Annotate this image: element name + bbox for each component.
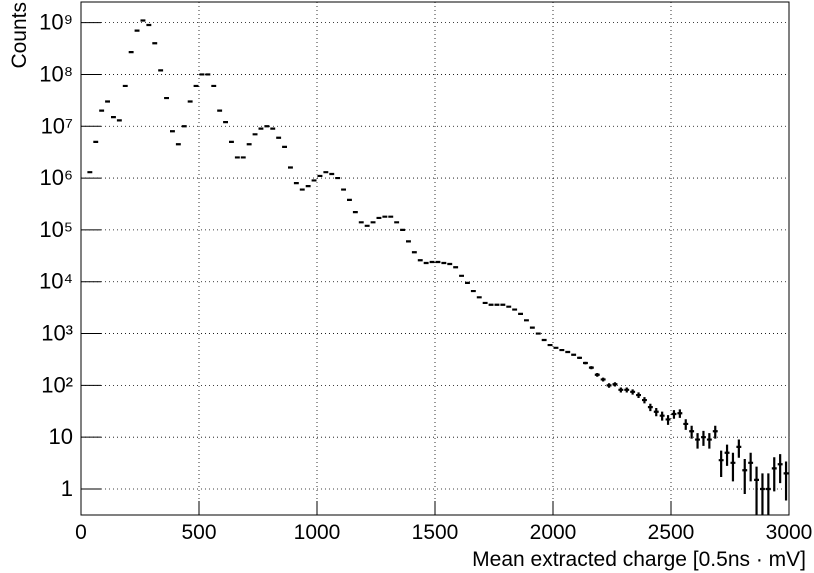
- histogram-bin: [706, 433, 712, 449]
- histogram-bin: [671, 410, 677, 419]
- histogram-bin: [500, 303, 506, 306]
- histogram-bin: [577, 356, 582, 360]
- histogram-bin: [636, 392, 641, 399]
- x-tick-label: 2000: [530, 521, 577, 544]
- y-tick-label: 10³: [41, 321, 73, 346]
- histogram-bin: [541, 338, 547, 342]
- histogram-bin: [553, 346, 559, 349]
- y-tick-label: 10⁵: [39, 217, 73, 242]
- histogram-bin: [535, 332, 541, 335]
- histogram-bin: [730, 452, 736, 482]
- histogram-bin: [559, 348, 565, 352]
- y-tick-label: 10⁴: [39, 269, 73, 294]
- histogram-bin: [600, 377, 606, 382]
- x-tick-label: 1500: [412, 521, 459, 544]
- y-tick-label: 10⁷: [41, 113, 73, 138]
- histogram-bin: [777, 454, 783, 484]
- histogram-bin: [588, 366, 594, 370]
- histogram-bin: [488, 303, 494, 306]
- histogram-bin: [677, 409, 683, 418]
- histogram-bin: [783, 461, 789, 501]
- histogram-bin: [565, 350, 571, 354]
- histogram-bin: [624, 387, 630, 393]
- histogram-bin: [606, 383, 612, 388]
- histogram-bin: [647, 403, 653, 412]
- y-axis-label: Counts: [8, 2, 31, 69]
- histogram-bin: [765, 473, 771, 515]
- histogram-bin: [512, 308, 518, 311]
- histogram-bin: [760, 473, 765, 515]
- histogram-bin: [470, 289, 476, 293]
- histogram-bin: [695, 433, 700, 449]
- histogram-bin: [754, 466, 759, 515]
- histogram-bin: [701, 430, 706, 446]
- histogram-bin: [653, 407, 659, 417]
- y-tick-label: 10: [49, 424, 73, 449]
- histogram-bin: [594, 373, 600, 377]
- y-tick-label: 1: [61, 476, 73, 501]
- histogram-bin: [571, 353, 577, 356]
- histogram-bin: [683, 419, 689, 430]
- histogram-bin: [659, 411, 665, 421]
- histogram-bin: [718, 450, 724, 478]
- histogram-bin: [506, 305, 512, 308]
- x-axis-label: Mean extracted charge [0.5ns · mV]: [472, 548, 806, 571]
- histogram-bin: [529, 326, 535, 329]
- histogram-bin: [724, 444, 730, 466]
- histogram-bin: [771, 457, 777, 492]
- histogram-bin: [612, 382, 618, 387]
- histogram-bin: [665, 415, 671, 425]
- histogram-bin: [476, 296, 482, 299]
- plot-frame: [80, 1, 790, 516]
- y-tick-label: 10⁹: [39, 10, 73, 35]
- y-tick-label: 10⁶: [39, 165, 73, 190]
- x-tick-label: 1000: [294, 521, 341, 544]
- histogram-bin: [482, 301, 488, 305]
- histogram-bin: [742, 458, 748, 495]
- histogram-bin: [748, 452, 754, 482]
- histogram-bin: [518, 312, 523, 315]
- histogram-bin: [689, 425, 695, 439]
- x-tick-label: 500: [181, 521, 216, 544]
- histogram-bin: [583, 361, 588, 365]
- histogram-bin: [618, 387, 624, 393]
- histogram-bin: [630, 389, 636, 395]
- histogram-bin: [736, 439, 742, 458]
- x-tick-label: 0: [75, 521, 87, 544]
- x-tick-label: 2500: [648, 521, 695, 544]
- histogram-bin: [547, 343, 553, 347]
- x-tick-label: 3000: [766, 521, 813, 544]
- histogram-bin: [712, 425, 718, 439]
- histogram-bin: [642, 397, 647, 404]
- y-tick-label: 10²: [41, 372, 73, 397]
- histogram-bin: [524, 319, 529, 322]
- histogram-bin: [494, 303, 500, 306]
- y-tick-label: 10⁸: [39, 61, 73, 86]
